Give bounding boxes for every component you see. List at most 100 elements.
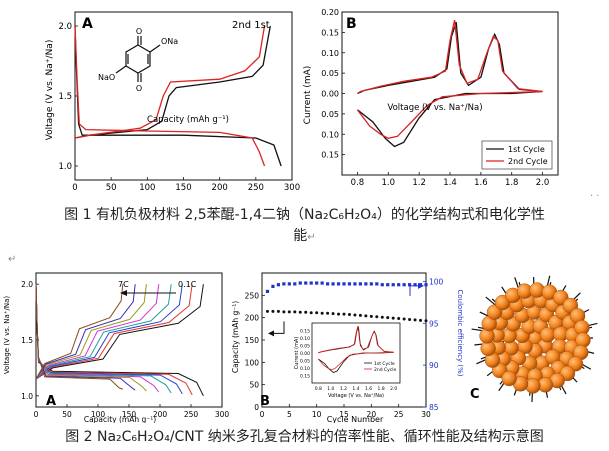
fig1b-xtick-label-5: 1.8	[505, 178, 519, 188]
fig1b-ytick-label-7: 0.15	[321, 151, 339, 160]
fig2b-efficiency-point-20	[375, 282, 379, 286]
fig2a-charge-3	[35, 284, 172, 380]
fig2a-charge-0	[35, 284, 204, 380]
fig2b-capacity-point-4	[287, 310, 291, 314]
fig2b-capacity-point-19	[369, 314, 373, 318]
fig2b-xtick-label-3: 15	[339, 410, 349, 419]
fig2a-ylabel: Voltage (V vs. Na⁺/Na)	[3, 296, 11, 375]
fig2b-efficiency-point-9	[315, 281, 319, 285]
fig2b-right-arrow	[409, 285, 420, 296]
fig2b-xtick-label-4: 20	[367, 410, 377, 419]
fig2b-chart: 0 5 10 15 20 25 30 0 50 100 150 200 250 85 90 95 100 B C…	[231, 272, 464, 423]
fig2a-xtick-label-4: 200	[153, 410, 168, 419]
fig2b-efficiency-point-11	[326, 282, 330, 286]
fig2b-efficiency-point-29	[424, 283, 428, 287]
fig2a-charge-6	[35, 284, 136, 380]
fig2b-efficiency-point-4	[287, 282, 291, 286]
fig1b-xtick-label-1: 1.0	[382, 178, 396, 188]
fig2b-efficiency-point-18	[364, 282, 368, 286]
fig1b-chart: 0.8 1.0 1.2 1.4 1.6 1.8 2.0 0.20 0.15 0.10 0.05 0.0…	[303, 8, 559, 188]
fig2a-panel-label: A	[46, 394, 56, 409]
fig2a-arrow-from-label: 0.1C	[178, 280, 197, 289]
fig1b-series-1	[356, 20, 543, 139]
fig1a-series-1	[74, 25, 271, 139]
fig2b-inset-legend-label-1: 2nd Cycle	[374, 367, 397, 373]
fig2a-xlabel: Capacity (mAh g⁻¹)	[84, 415, 156, 423]
fig2b-efficiency-point-6	[298, 281, 302, 285]
fig2b-y2tick-label-3: 100	[429, 277, 444, 286]
paragraph-mark-top-right: . .	[590, 188, 600, 199]
fig2b-ytick-label-2: 100	[245, 358, 260, 367]
fig2a-charge-7	[35, 284, 124, 380]
fig2b-capacity-point-14	[342, 312, 346, 316]
fig1a-chemical-structure	[115, 36, 161, 82]
fig2b-ytick-label-3: 150	[245, 336, 260, 345]
fig2b-y2tick-label-0: 85	[429, 403, 439, 412]
fig1-caption-2: 能↵	[0, 226, 609, 248]
fig1a-struct-o-top: O	[136, 27, 142, 36]
fig1a-annotation: 2nd 1st	[232, 20, 270, 31]
fig2b-efficiency-point-10	[320, 281, 324, 285]
fig2b-efficiency-point-15	[347, 282, 352, 286]
fig2a-ytick-label-0: 1.0	[21, 392, 33, 401]
fig2b-y2tick-label-1: 90	[429, 361, 439, 370]
fig2b-capacity-point-28	[419, 318, 423, 322]
fig2b-efficiency-point-5	[293, 282, 297, 286]
fig1b-xtick-label-3: 1.4	[443, 178, 457, 188]
fig2a-rate-arrow: 7C 0.1C	[118, 280, 197, 296]
fig2b-inset-legend-label-0: 1st Cycle	[374, 361, 395, 367]
fig2b-inset: 0.8 1.0 1.2 1.4 1.6 1.8 2.00.150.100.050.000.0…	[294, 322, 401, 399]
fig2b-capacity-point-21	[380, 315, 384, 319]
fig2b-efficiency-point-25	[402, 283, 406, 287]
fig2b-xtick-label-6: 30	[421, 410, 431, 419]
fig2b-ytick-label-0: 0	[254, 403, 259, 412]
fig2b-capacity-point-3	[282, 310, 286, 314]
fig2b-capacity-point-16	[353, 313, 357, 317]
fig2a-chart: 0 50 100 150 200 250 300 1.0 1.5 2.0 A Capacity (…	[3, 272, 229, 423]
fig2b-xtick-label-2: 10	[312, 410, 322, 419]
fig2b-efficiency-point-21	[380, 283, 384, 287]
fig2b-capacity-point-6	[298, 310, 302, 314]
fig2b-efficiency-point-2	[276, 283, 280, 287]
fig1a-ytick-label-0: 1.0	[58, 162, 72, 172]
fig2a-ytick-label-2: 2.0	[21, 280, 33, 289]
fig2b-inset-ytick-label-0: 0.15	[300, 329, 310, 335]
fig1a-frame	[74, 11, 293, 181]
fig2b-efficiency-point-14	[342, 282, 346, 286]
fig1a-ytick-label-2: 2.0	[58, 22, 72, 32]
fig2b-inset-ytick-label-6: 0.15	[300, 374, 310, 380]
fig1b-ytick-label-1: 0.15	[321, 28, 339, 37]
fig2b-capacity-point-7	[304, 310, 308, 314]
paragraph-mark-left: ↵	[8, 254, 17, 265]
fig2b-efficiency-point-23	[391, 283, 395, 287]
fig2b-inset-series-1	[317, 325, 394, 370]
fig2b-inset-xtick-label-4: 1.6	[365, 386, 372, 392]
fig2b-efficiency-point-13	[336, 282, 341, 286]
fig2b-capacity-point-1	[271, 309, 275, 313]
fig1b-panel-label: B	[346, 16, 357, 32]
fig2b-ytick-label-1: 50	[249, 381, 259, 390]
fig2b-capacity-point-8	[309, 311, 313, 315]
fig2b-y2tick-label-2: 95	[429, 319, 439, 328]
fig1a-xtick-label-5: 250	[248, 183, 264, 193]
fig1b-ytick-label-3: 0.05	[321, 69, 339, 78]
fig2b-inset-xtick-label-2: 1.2	[340, 386, 347, 392]
fig2b-efficiency-point-26	[408, 283, 412, 287]
fig2b-capacity-point-24	[397, 317, 401, 321]
fig2b-efficiency-point-16	[353, 282, 357, 286]
fig2b-inset-ylabel: Current (mA)	[294, 337, 300, 370]
fig2b-efficiency-point-12	[331, 282, 335, 286]
fig2b-inset-xtick-label-6: 2.0	[390, 386, 397, 392]
fig1a-struct-o-bottom: O	[136, 84, 142, 93]
fig2a-charge-1	[35, 284, 193, 380]
fig1a-series-0	[74, 25, 282, 167]
fig2b-xlabel: Cycle Number	[327, 415, 384, 423]
fig2b-ylabel: Capacity (mAh g⁻¹)	[231, 301, 240, 373]
fig1a-panel-label: A	[82, 16, 93, 32]
fig1b-ytick-label-2: 0.10	[321, 49, 339, 58]
fig2b-efficiency-point-7	[304, 281, 308, 285]
fig1-caption-line2: 能	[293, 228, 308, 244]
fig1b-ylabel: Current (mA)	[303, 66, 313, 125]
fig2a-charge-2	[35, 284, 183, 380]
fig2a-xtick-label-0: 0	[34, 410, 39, 419]
